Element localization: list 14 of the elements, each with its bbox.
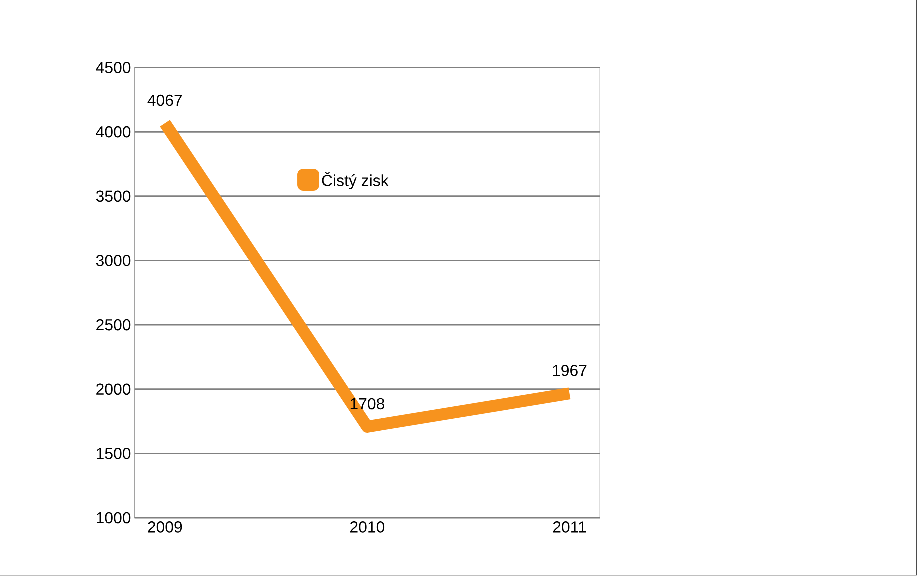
y-tick-label: 1000	[97, 512, 131, 524]
y-tick-label: 4500	[96, 62, 131, 74]
x-tick-label: 2009	[148, 522, 182, 533]
x-tick-label: 2011	[553, 522, 586, 533]
y-tick-label: 1500	[97, 448, 131, 460]
y-tick-label: 3000	[96, 255, 131, 266]
data-label: 4067	[148, 94, 182, 106]
y-tick-label: 3500	[96, 190, 131, 202]
y-tick-label: 2000	[96, 384, 131, 396]
y-tick-label: 4000	[96, 126, 131, 138]
y-tick-label: 2500	[96, 320, 131, 331]
legend-label: Čistý zisk	[322, 172, 389, 190]
x-tick-label: 2010	[350, 522, 385, 533]
data-label: 1967	[553, 365, 587, 376]
